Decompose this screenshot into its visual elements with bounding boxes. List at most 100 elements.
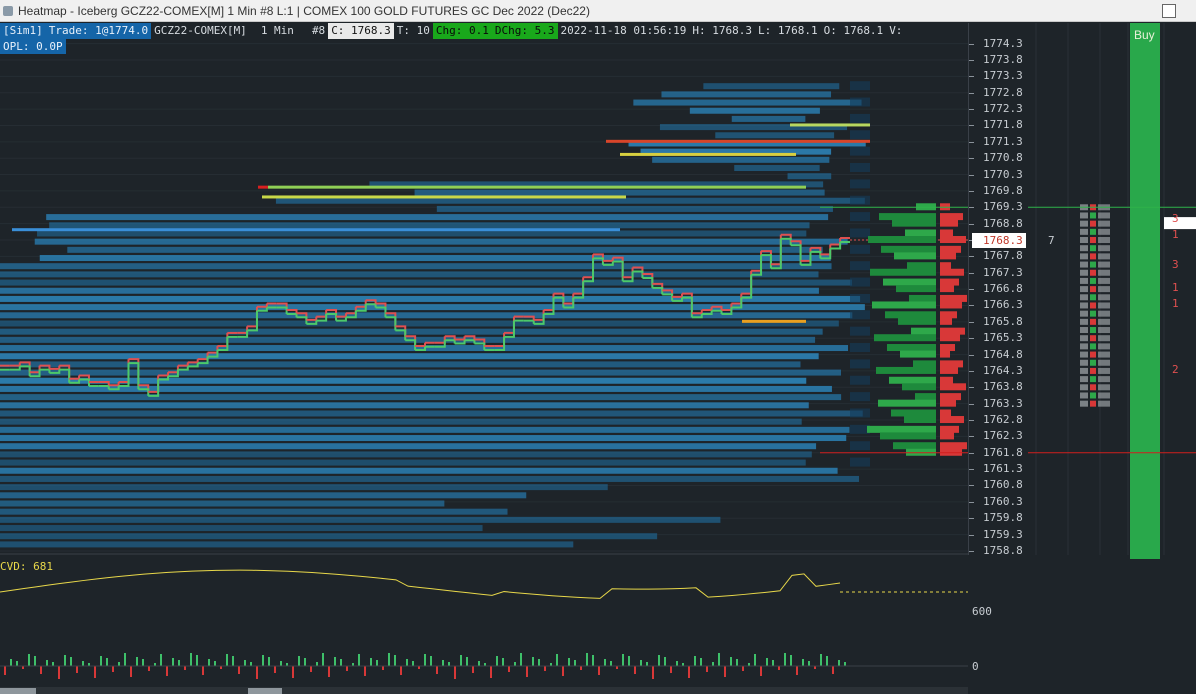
order-flow-cell (1090, 245, 1096, 252)
price-segment (632, 270, 644, 279)
order-flow-cell (1098, 245, 1110, 252)
sim-account-label[interactable]: [Sim1] (0, 23, 46, 39)
volume-bar (58, 666, 60, 679)
volume-bar (706, 666, 708, 672)
volume-bar (244, 660, 246, 666)
volume-bar (418, 666, 420, 669)
price-segment (9, 366, 21, 371)
price-segment (523, 315, 535, 320)
volume-bar (484, 663, 486, 666)
volume-bar (688, 666, 690, 678)
window-maximize-icon[interactable] (1162, 4, 1176, 18)
buy-column-header[interactable]: Buy (1134, 28, 1155, 42)
heatmap-chart[interactable] (0, 23, 968, 687)
change-label: Chg: 0.1 (432, 23, 492, 39)
volume-bar (286, 663, 288, 666)
volume-profile-bar (940, 213, 963, 221)
price-segment (158, 372, 170, 377)
price-segment (49, 365, 61, 370)
volume-bar (358, 654, 360, 666)
price-tick-label: 1771.3 (983, 134, 1023, 148)
heatmap-cell (0, 541, 574, 548)
volume-profile-bar (940, 285, 954, 293)
volume-profile-bar (940, 344, 955, 352)
order-flow-cell (1080, 318, 1088, 325)
price-segment (573, 281, 585, 299)
price-tick-mark (969, 272, 974, 274)
price-segment (533, 314, 545, 325)
order-flow-cell (1090, 400, 1096, 407)
order-flow-cell (1080, 367, 1088, 374)
price-segment (256, 303, 268, 308)
order-flow-cell (1080, 310, 1088, 317)
scrollbar-thumb-left[interactable] (0, 688, 36, 694)
heatmap-cell (652, 156, 830, 163)
price-tick-label: 1761.8 (983, 445, 1023, 459)
volume-bar (454, 666, 456, 679)
heatmap-cell (414, 189, 825, 196)
order-flow-cell (1098, 392, 1110, 399)
volume-bar (574, 660, 576, 666)
price-segment (355, 304, 367, 312)
price-tick-mark (969, 92, 974, 94)
volume-bar (478, 661, 480, 666)
volume-label: V: (889, 24, 903, 37)
price-tick-mark (969, 403, 974, 405)
price-tick-mark (969, 534, 974, 536)
price-segment (691, 314, 703, 319)
heatmap-cell (34, 238, 848, 245)
price-tick-label: 1763.8 (983, 380, 1023, 394)
order-flow-cell (1098, 384, 1110, 391)
volume-profile-bar (870, 268, 936, 276)
cvd-label: CVD: 681 (0, 560, 53, 573)
volume-profile-bar (940, 350, 950, 358)
heatmap-cell (0, 271, 819, 278)
volume-bar (298, 656, 300, 666)
scrollbar-thumb-right[interactable] (248, 688, 282, 694)
price-axis[interactable]: 1774.3 1773.8 1773.3 1772.8 1772.3 1771.8 1771… (968, 23, 1028, 557)
price-segment (168, 369, 179, 378)
order-flow-cell (1090, 310, 1096, 317)
chart-info-bar: [Sim1] Trade: 1@1774.0 GCZ22-COMEX[M] 1 … (0, 23, 905, 39)
price-segment (444, 335, 456, 340)
volume-bar (550, 663, 552, 666)
datetime-label: 2022-11-18 01:56:19 (560, 24, 687, 37)
volume-bar (232, 656, 234, 666)
volume-bar (730, 657, 732, 666)
price-segment (98, 381, 110, 386)
footprint-cell (850, 130, 870, 140)
volume-bar (178, 660, 180, 666)
price-tick-label: 1764.3 (983, 363, 1023, 377)
order-flow-cell (1098, 359, 1110, 366)
footprint-cell (850, 424, 870, 434)
volume-bar (430, 656, 432, 666)
price-segment (29, 369, 41, 378)
chart-canvas[interactable] (0, 23, 968, 687)
volume-bar (34, 656, 36, 666)
price-segment (464, 335, 476, 340)
price-segment (672, 297, 683, 302)
volume-bar (340, 659, 342, 666)
heatmap-cell (0, 459, 806, 466)
footprint-cell (850, 293, 870, 303)
order-flow-cell (1090, 359, 1096, 366)
trade-count-label: T: 10 (396, 24, 430, 37)
price-tick-mark (969, 240, 974, 241)
price-segment (790, 244, 802, 265)
heatmap-cell (633, 99, 862, 106)
price-segment (296, 316, 308, 324)
window-title: Heatmap - Iceberg GCZ22-COMEX[M] 1 Min #… (18, 3, 590, 18)
volume-bar (664, 657, 666, 666)
heatmap-cell (689, 107, 820, 114)
horizontal-scrollbar[interactable] (0, 687, 968, 694)
side-count: 1 (1172, 297, 1179, 310)
order-flow-cell (1098, 253, 1110, 260)
heatmap-cell (0, 385, 832, 392)
price-tick-mark (969, 387, 974, 389)
volume-bar (790, 655, 792, 666)
price-tick-mark (969, 158, 974, 160)
volume-profile-bar (872, 301, 936, 309)
price-segment (39, 368, 51, 373)
volume-profile-bar (898, 317, 936, 325)
volume-bar (100, 656, 102, 666)
